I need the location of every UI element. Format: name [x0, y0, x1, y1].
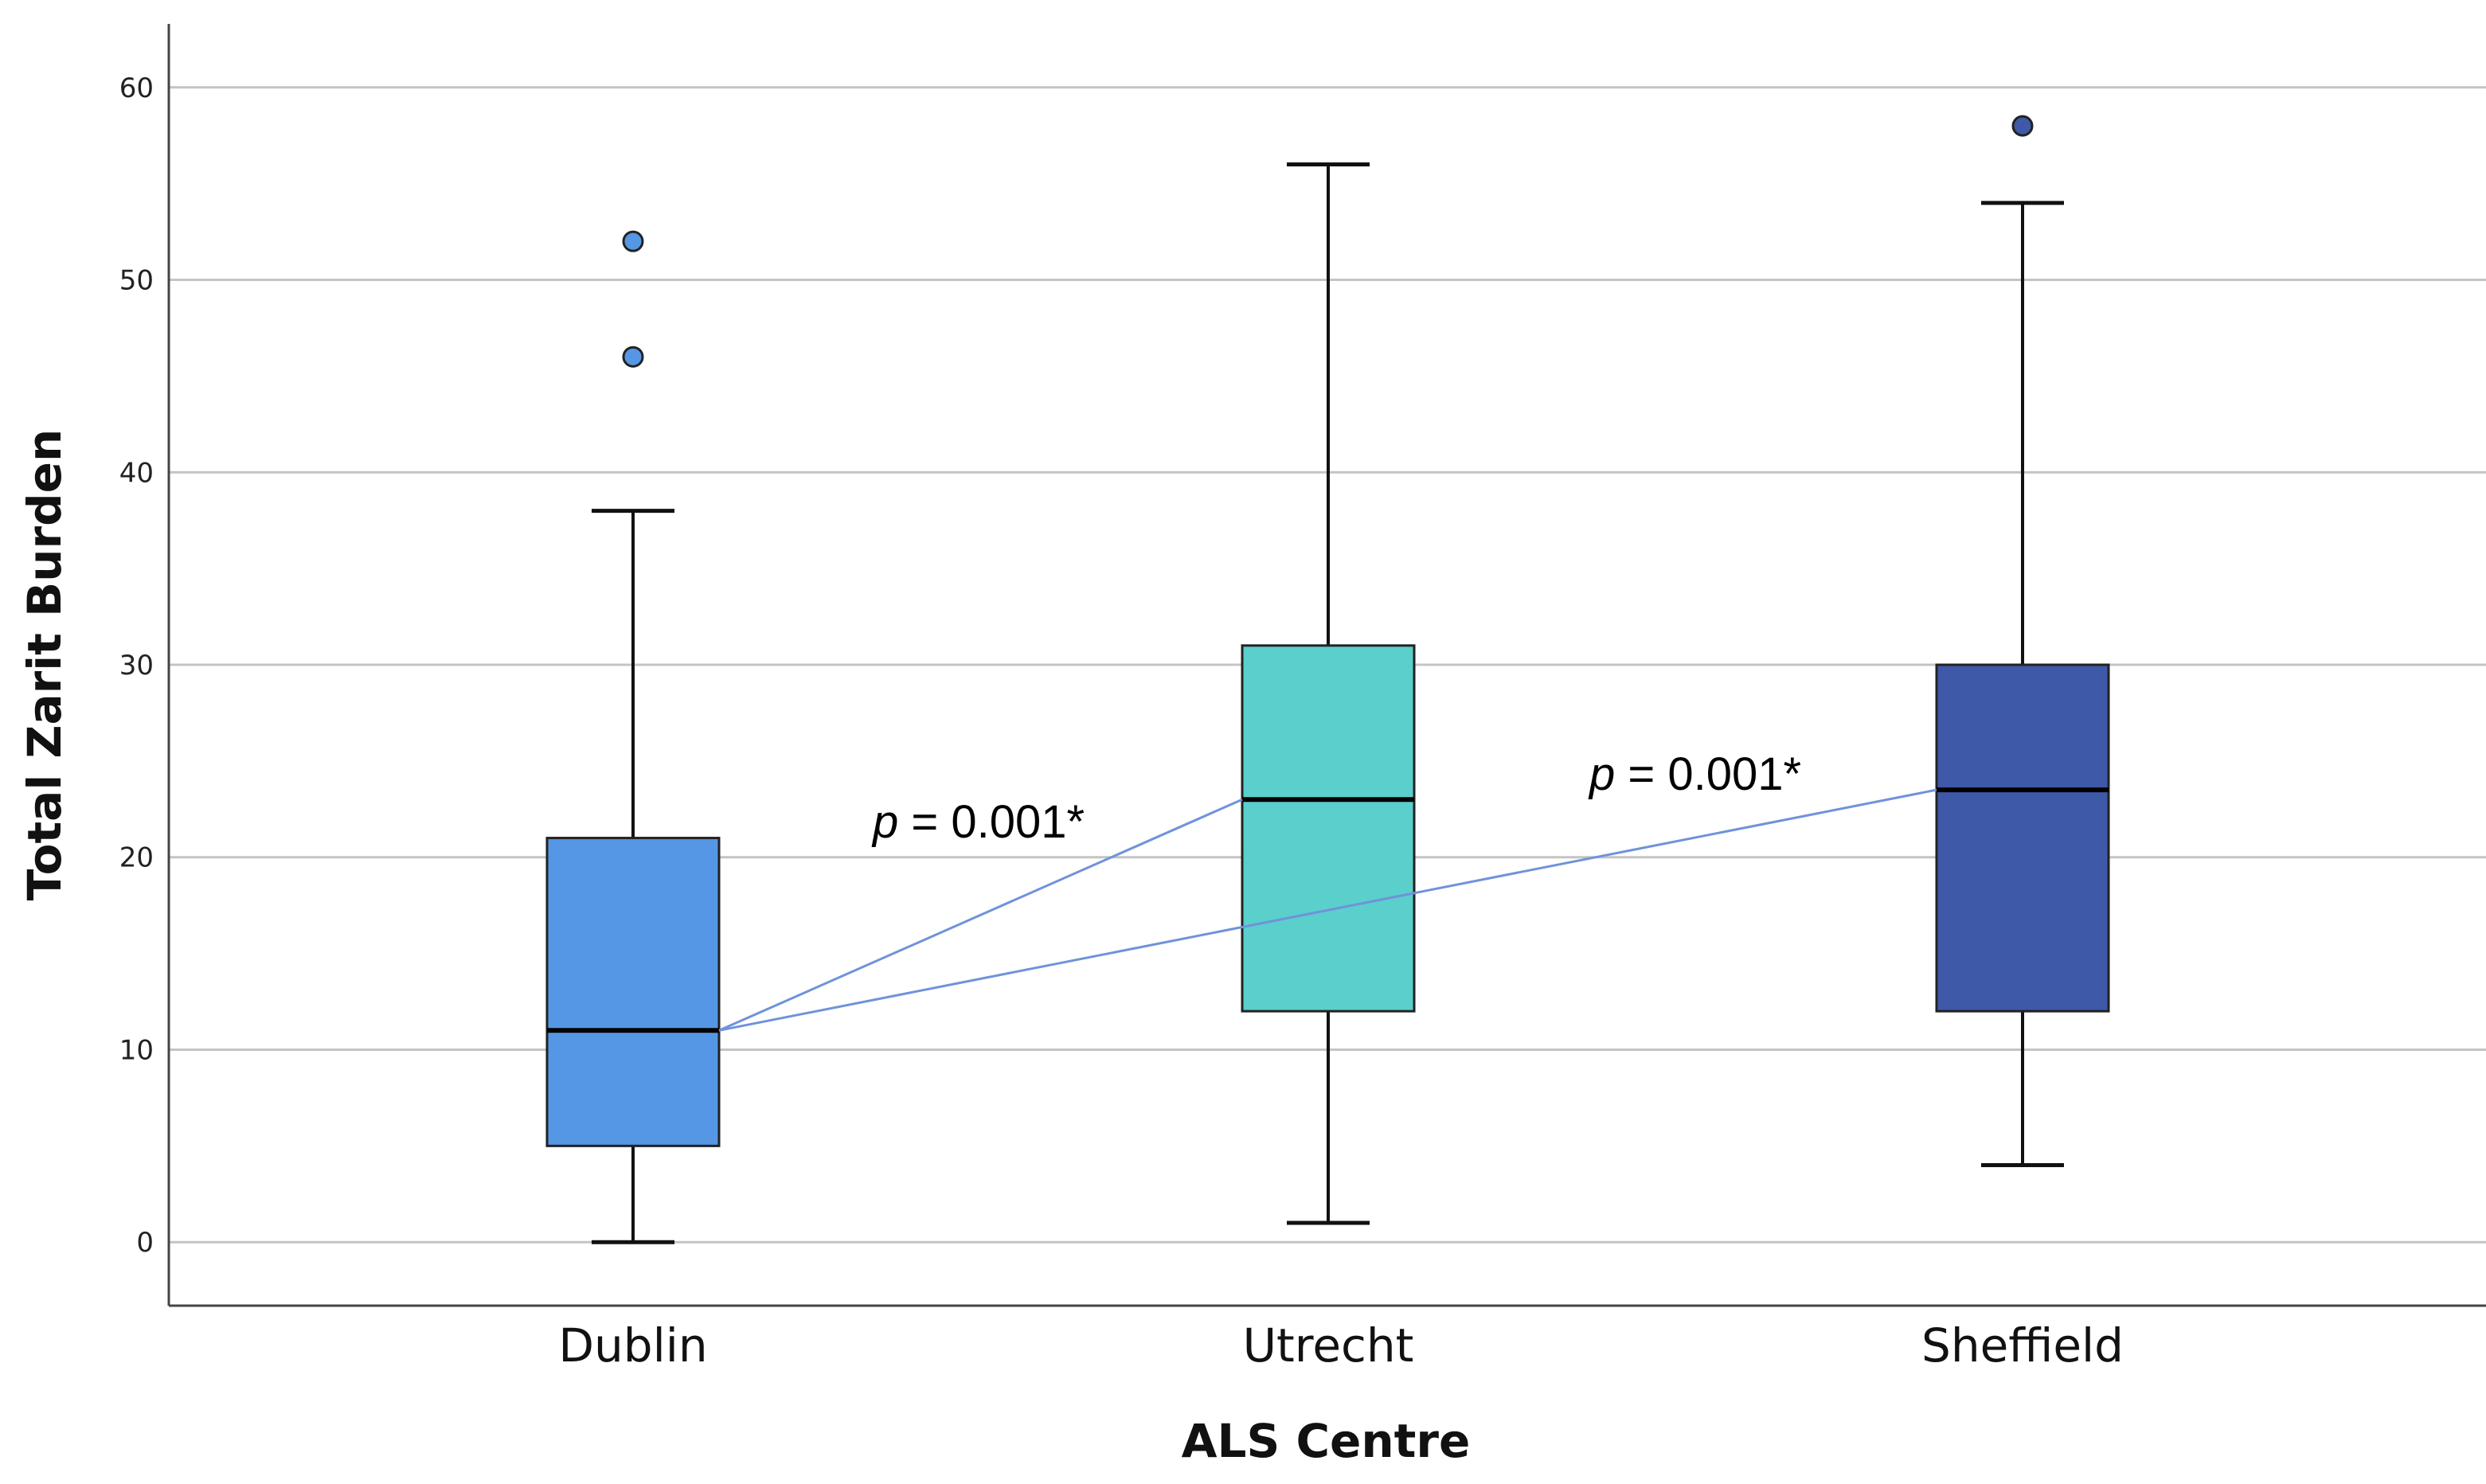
p-value-text: = 0.001* — [898, 796, 1085, 848]
outlier-point — [622, 346, 644, 368]
y-axis-title: Total Zarit Burden — [18, 429, 72, 901]
outlier-point — [2011, 115, 2034, 137]
x-category-label: Utrecht — [1243, 1318, 1414, 1373]
x-category-label: Sheffield — [1921, 1318, 2124, 1373]
y-tick-label: 60 — [119, 72, 154, 104]
connector-line — [718, 798, 1243, 1032]
boxes — [545, 115, 2110, 1244]
iqr-box — [1935, 663, 2110, 1013]
iqr-box — [1241, 644, 1416, 1013]
y-tick-labels: 0 10 20 30 40 50 60 — [119, 72, 154, 1259]
connector-line — [718, 788, 1937, 1032]
p-value-annotation-dublin-sheffield: p = 0.001* — [1588, 748, 1801, 800]
box-sheffield — [1935, 115, 2110, 1168]
p-value-text: = 0.001* — [1615, 748, 1801, 800]
x-category-labels: Dublin Utrecht Sheffield — [558, 1318, 2124, 1373]
p-symbol: p — [1588, 748, 1615, 800]
y-tick-label: 0 — [136, 1227, 154, 1259]
x-axis-title: ALS Centre — [1182, 1414, 1471, 1468]
p-value-annotation-dublin-utrecht: p = 0.001* — [871, 796, 1085, 848]
box-dublin — [545, 230, 721, 1244]
outlier-point — [622, 230, 644, 252]
y-tick-label: 30 — [119, 650, 154, 681]
y-tick-label: 50 — [119, 265, 154, 297]
y-tick-label: 40 — [119, 457, 154, 489]
p-symbol: p — [871, 796, 898, 848]
iqr-box — [545, 837, 721, 1147]
y-tick-label: 10 — [119, 1034, 154, 1066]
significance-connectors — [718, 788, 1937, 1032]
box-utrecht — [1241, 162, 1416, 1225]
y-tick-label: 20 — [119, 842, 154, 874]
x-category-label: Dublin — [558, 1318, 707, 1373]
